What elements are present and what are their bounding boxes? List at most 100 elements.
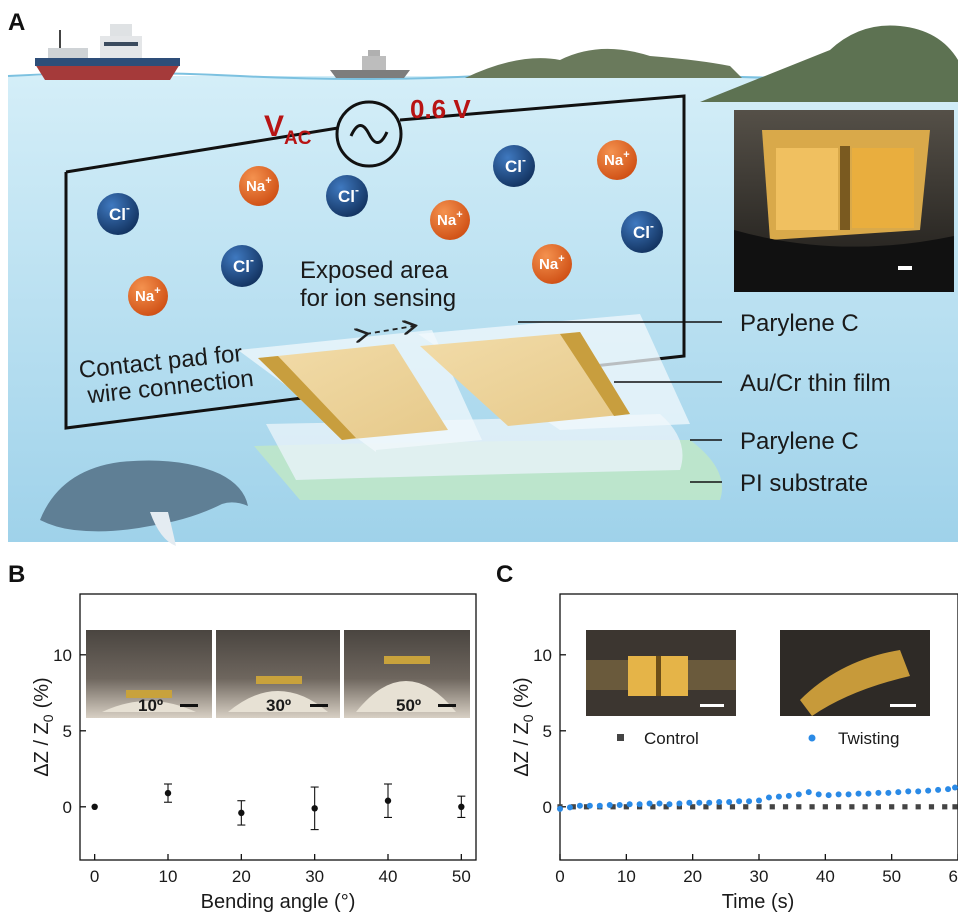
control-point	[809, 804, 815, 810]
whale-illustration	[40, 460, 248, 532]
twisting-point	[775, 793, 782, 800]
control-point	[889, 804, 895, 810]
chloride-ion: Cl-	[221, 245, 263, 287]
twisting-point	[596, 802, 603, 809]
twisting-point	[865, 790, 872, 797]
panel-c: C 0 5 10 0 10 20 30 40 50 60 Control Twisting Tim…	[496, 561, 958, 913]
control-point	[729, 804, 736, 810]
y-tick-label: 0	[63, 798, 72, 817]
whale-fin	[150, 512, 176, 546]
x-tick-label: 30	[750, 867, 769, 886]
y-axis-title: ΔZ / Z0(%)	[31, 677, 56, 776]
twisting-point	[736, 798, 743, 805]
twisting-point	[616, 802, 623, 809]
sodium-ion: Na+	[532, 244, 572, 284]
x-tick-label: 10	[617, 867, 636, 886]
control-point	[902, 804, 908, 810]
x-tick-label: 0	[90, 867, 99, 886]
svg-text:Cl-: Cl-	[338, 183, 359, 206]
control-point	[782, 804, 789, 810]
svg-text:Na+: Na+	[539, 253, 565, 273]
control-point	[703, 804, 709, 810]
exposed-area-label: Exposed area	[300, 257, 449, 284]
contact-strip-left	[258, 356, 356, 440]
twisting-point	[557, 805, 563, 812]
svg-text:Na+: Na+	[604, 149, 630, 169]
control-point	[716, 804, 722, 810]
twisting-point	[696, 799, 703, 806]
twisting-point	[656, 800, 663, 807]
scale-bar	[890, 704, 916, 707]
twisting-point	[746, 798, 753, 805]
control-point	[663, 804, 669, 810]
contact-strip-right	[560, 332, 630, 416]
control-point	[849, 804, 855, 810]
panel-letter-c: C	[496, 561, 513, 588]
panel-b: B 10º 30º 50º 0 5 10 0 10 20 30 40 50 Bending an…	[8, 561, 477, 913]
twisting-point	[586, 802, 593, 809]
legend-swatch-twisting	[808, 734, 816, 742]
data-point	[91, 803, 98, 810]
twisting-point	[636, 801, 643, 808]
electrode-left	[258, 344, 448, 440]
control-point	[676, 804, 682, 810]
y-tick-label: 5	[63, 722, 72, 741]
control-point	[915, 804, 921, 810]
x-tick-label: 20	[232, 867, 251, 886]
twisting-point	[895, 789, 902, 796]
twisting-point	[795, 791, 802, 798]
y-tick-label: 5	[543, 722, 552, 741]
svg-text:VAC: VAC	[264, 110, 312, 149]
control-point	[875, 804, 881, 810]
voltage-label: 0.6 V	[410, 94, 471, 124]
x-tick-label: 50	[452, 867, 471, 886]
parylene-c-label-2: Parylene C	[740, 428, 859, 455]
y-tick-label: 10	[53, 646, 72, 665]
legend-label-twisting: Twisting	[838, 729, 899, 748]
svg-text:Cl-: Cl-	[505, 153, 526, 176]
inset-angle-label: 10º	[138, 696, 163, 715]
inset-angle-label: 30º	[266, 696, 291, 715]
control-point	[743, 804, 749, 810]
data-point	[238, 809, 245, 817]
vac-subscript: AC	[284, 128, 312, 149]
scale-bar	[180, 704, 198, 707]
twisting-point	[885, 789, 892, 796]
mountains	[465, 48, 742, 78]
scale-bar	[438, 704, 456, 707]
scale-bar	[700, 704, 724, 707]
panel-letter-a: A	[8, 9, 25, 36]
chloride-ion: Cl-	[326, 175, 368, 217]
sine-wave-icon	[349, 124, 389, 144]
twisting-point	[845, 791, 852, 798]
x-tick-label: 60	[949, 867, 958, 886]
y-tick-label: 0	[543, 798, 552, 817]
control-point	[928, 804, 935, 810]
panel-letter-b: B	[8, 561, 25, 588]
twisting-point	[825, 792, 832, 799]
x-axis-title: Bending angle (°)	[201, 891, 356, 913]
twisting-point	[756, 797, 762, 804]
sodium-ion: Na+	[597, 140, 637, 180]
twisting-point	[855, 790, 862, 797]
chloride-ion: Cl-	[97, 193, 139, 235]
y-axis-title: ΔZ / Z0(%)	[511, 677, 536, 776]
ship-large	[35, 24, 180, 80]
twisting-point	[646, 800, 653, 807]
inset-angle-label: 50º	[396, 696, 421, 715]
x-tick-label: 30	[305, 867, 324, 886]
x-tick-label: 40	[379, 867, 398, 886]
control-point	[756, 804, 762, 810]
inset-photos	[586, 630, 930, 716]
twisting-point	[666, 801, 673, 808]
x-tick-label: 10	[159, 867, 178, 886]
twisting-point	[815, 791, 822, 798]
ac-source-icon	[335, 100, 403, 168]
exposed-area-arrow	[366, 326, 414, 334]
sodium-ion: Na+	[128, 276, 168, 316]
control-point	[836, 804, 842, 810]
svg-text:Na+: Na+	[135, 285, 161, 305]
x-tick-label: 40	[816, 867, 835, 886]
